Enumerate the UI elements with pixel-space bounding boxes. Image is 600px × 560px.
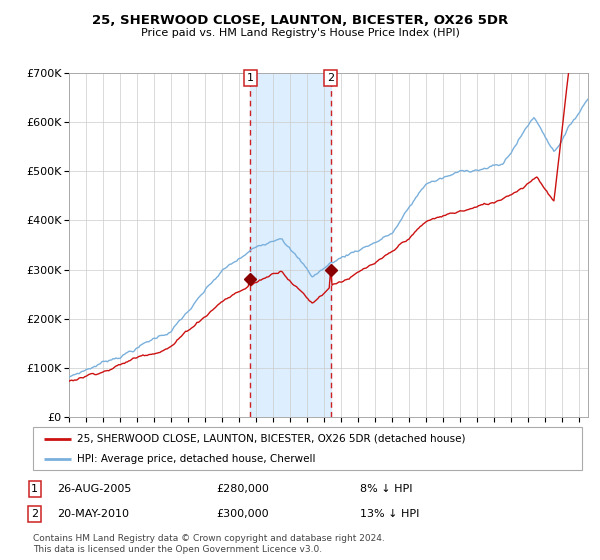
Text: 26-AUG-2005: 26-AUG-2005 [57,484,131,494]
Text: HPI: Average price, detached house, Cherwell: HPI: Average price, detached house, Cher… [77,454,316,464]
Text: £300,000: £300,000 [216,509,269,519]
Text: This data is licensed under the Open Government Licence v3.0.: This data is licensed under the Open Gov… [33,545,322,554]
Text: £280,000: £280,000 [216,484,269,494]
Text: 2: 2 [327,73,334,83]
Text: 25, SHERWOOD CLOSE, LAUNTON, BICESTER, OX26 5DR (detached house): 25, SHERWOOD CLOSE, LAUNTON, BICESTER, O… [77,433,466,444]
FancyBboxPatch shape [33,427,582,470]
Text: 1: 1 [247,73,254,83]
Text: Contains HM Land Registry data © Crown copyright and database right 2024.: Contains HM Land Registry data © Crown c… [33,534,385,543]
Text: 8% ↓ HPI: 8% ↓ HPI [360,484,413,494]
Text: 25, SHERWOOD CLOSE, LAUNTON, BICESTER, OX26 5DR: 25, SHERWOOD CLOSE, LAUNTON, BICESTER, O… [92,14,508,27]
Text: 20-MAY-2010: 20-MAY-2010 [57,509,129,519]
Text: 13% ↓ HPI: 13% ↓ HPI [360,509,419,519]
Text: 2: 2 [31,509,38,519]
Bar [250,73,331,417]
Text: 1: 1 [31,484,38,494]
Text: Price paid vs. HM Land Registry's House Price Index (HPI): Price paid vs. HM Land Registry's House … [140,28,460,38]
